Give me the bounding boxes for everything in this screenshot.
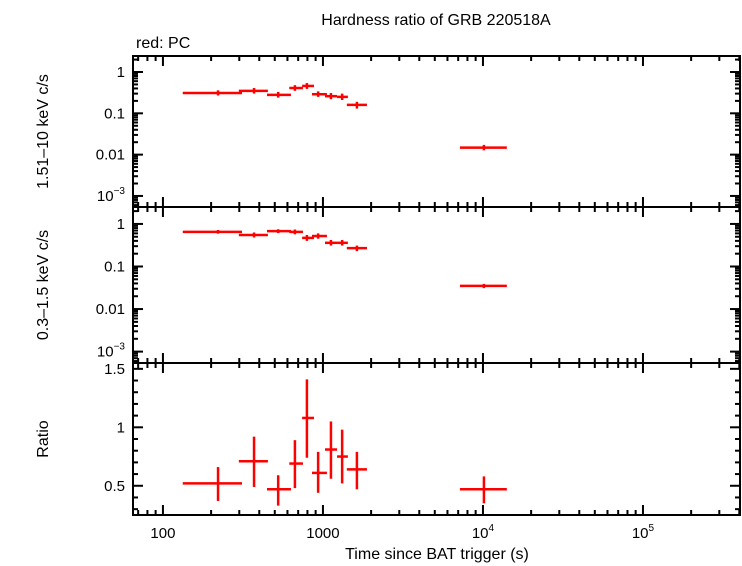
- data-point: [302, 234, 314, 241]
- data-point: [289, 85, 303, 91]
- data-point: [459, 283, 507, 289]
- x-tick-label: 105: [632, 523, 655, 542]
- data-point: [289, 229, 303, 235]
- data-point: [346, 451, 367, 490]
- chart-title: Hardness ratio of GRB 220518A: [321, 12, 551, 29]
- data-point: [266, 229, 291, 234]
- y-tick-label: 1: [117, 64, 125, 81]
- x-tick-label: 1000: [306, 525, 339, 542]
- data-point: [325, 239, 338, 246]
- panel-frame: [132, 206, 741, 364]
- y-tick-label: 1: [117, 419, 125, 436]
- data-point: [337, 239, 348, 246]
- y-tick-label: 10−3: [97, 342, 126, 361]
- y-tick-label: 0.5: [104, 478, 125, 495]
- y-axis-label: Ratio: [35, 420, 52, 457]
- data-point: [182, 467, 243, 501]
- data-point: [311, 233, 327, 239]
- data-point: [238, 232, 268, 238]
- y-tick-label: 0.01: [96, 301, 125, 318]
- y-tick-label: 0.1: [104, 258, 125, 275]
- data-point: [311, 91, 327, 97]
- data-point: [325, 421, 338, 479]
- y-axis-label: 1.51–10 keV c/s: [35, 74, 52, 189]
- data-point: [289, 440, 303, 489]
- data-point: [311, 451, 327, 493]
- data-point: [459, 144, 507, 151]
- y-tick-label: 0.1: [104, 105, 125, 122]
- data-point: [182, 230, 243, 234]
- data-point: [325, 93, 338, 100]
- data-point: [302, 83, 314, 89]
- data-point: [346, 101, 367, 109]
- chart-subtitle: red: PC: [136, 35, 190, 52]
- x-axis-label: Time since BAT trigger (s): [345, 546, 529, 563]
- data-point: [238, 436, 268, 487]
- data-point: [266, 475, 291, 506]
- y-tick-label: 1: [117, 216, 125, 233]
- x-tick-label: 104: [472, 523, 495, 542]
- x-tick-label: 100: [150, 525, 175, 542]
- data-point: [459, 476, 507, 504]
- y-axis-label: 0.3–1.5 keV c/s: [35, 230, 52, 340]
- plot-area: 1 0.1 0.01 10−3 1.51–10 keV c/s 1 0.1 0.01 10−3 0…: [35, 55, 741, 542]
- data-point: [346, 245, 367, 252]
- data-point: [266, 91, 291, 98]
- data-point: [337, 93, 348, 101]
- data-point: [238, 88, 268, 94]
- y-tick-label: 0.01: [96, 147, 125, 164]
- data-point: [302, 379, 314, 458]
- y-tick-label: 1.5: [104, 361, 125, 378]
- data-point: [182, 90, 243, 96]
- data-point: [337, 429, 348, 484]
- panel-frame: [132, 55, 741, 208]
- y-tick-label: 10−3: [97, 186, 126, 205]
- panel-frame: [132, 362, 741, 516]
